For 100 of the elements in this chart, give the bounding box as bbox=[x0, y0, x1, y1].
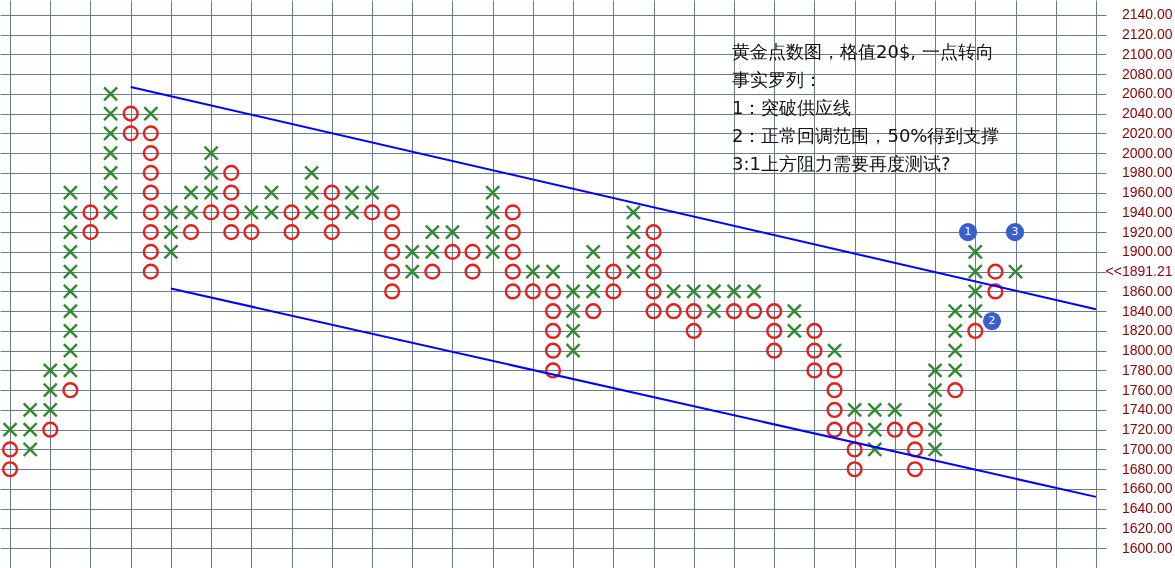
point bbox=[987, 263, 1004, 280]
point bbox=[504, 204, 521, 221]
point bbox=[62, 244, 79, 260]
point bbox=[203, 204, 220, 221]
point bbox=[826, 401, 843, 419]
point bbox=[947, 323, 963, 339]
point bbox=[102, 125, 119, 142]
point bbox=[746, 283, 762, 300]
point bbox=[504, 283, 521, 300]
point bbox=[344, 204, 360, 221]
point bbox=[263, 184, 280, 201]
point bbox=[625, 204, 642, 221]
y-tick-label: 1960.00 bbox=[1121, 184, 1173, 201]
point bbox=[846, 441, 863, 458]
point bbox=[947, 362, 963, 379]
point bbox=[645, 283, 662, 300]
point bbox=[867, 441, 883, 458]
point bbox=[283, 224, 300, 241]
point bbox=[62, 323, 79, 339]
point bbox=[726, 283, 742, 300]
y-tick-label: 2020.00 bbox=[1121, 124, 1173, 141]
point bbox=[524, 283, 541, 300]
point bbox=[544, 303, 562, 320]
point bbox=[384, 263, 401, 280]
y-tick-label: 1940.00 bbox=[1121, 203, 1173, 220]
point bbox=[906, 421, 924, 438]
point bbox=[223, 184, 240, 201]
point bbox=[706, 283, 722, 300]
point bbox=[967, 244, 984, 260]
point bbox=[384, 283, 401, 300]
point bbox=[645, 263, 662, 280]
point bbox=[384, 224, 401, 241]
point bbox=[344, 184, 360, 201]
y-tick-label: 1660.00 bbox=[1121, 480, 1173, 497]
point bbox=[544, 283, 562, 300]
point bbox=[686, 283, 702, 300]
y-tick-label: 1620.00 bbox=[1121, 519, 1173, 536]
y-tick-label: 2040.00 bbox=[1121, 105, 1173, 122]
point bbox=[404, 263, 420, 280]
point bbox=[182, 224, 200, 241]
point bbox=[826, 362, 843, 379]
y-tick-label: 1920.00 bbox=[1121, 223, 1173, 240]
point bbox=[585, 244, 601, 260]
point bbox=[62, 224, 79, 240]
point bbox=[2, 421, 18, 438]
y-tick-label: 1840.00 bbox=[1121, 302, 1173, 319]
point bbox=[102, 145, 119, 161]
point bbox=[163, 244, 179, 260]
point bbox=[102, 204, 119, 221]
point bbox=[62, 362, 79, 379]
point bbox=[243, 204, 260, 221]
point bbox=[464, 263, 481, 280]
point bbox=[806, 342, 823, 359]
y-tick-label: 2100.00 bbox=[1121, 45, 1173, 62]
point bbox=[967, 263, 984, 280]
y-tick-label: 1820.00 bbox=[1121, 322, 1173, 339]
point bbox=[947, 303, 963, 319]
point bbox=[706, 303, 722, 319]
point bbox=[766, 342, 783, 359]
point bbox=[545, 263, 561, 280]
point bbox=[927, 402, 943, 418]
y-tick-label: 2080.00 bbox=[1121, 65, 1173, 82]
point bbox=[685, 303, 702, 320]
point bbox=[464, 243, 481, 260]
point bbox=[947, 342, 963, 359]
point bbox=[102, 105, 119, 122]
point bbox=[142, 164, 159, 181]
point bbox=[947, 382, 964, 399]
point bbox=[142, 243, 159, 260]
point bbox=[766, 303, 783, 320]
point bbox=[525, 263, 541, 280]
point bbox=[424, 244, 441, 260]
point bbox=[203, 184, 219, 201]
point bbox=[867, 402, 883, 418]
point bbox=[223, 164, 240, 181]
point bbox=[62, 382, 79, 399]
y-tick-label: 1780.00 bbox=[1121, 361, 1173, 378]
point bbox=[163, 224, 179, 240]
point bbox=[303, 184, 320, 201]
y-tick-label: 2060.00 bbox=[1121, 85, 1173, 102]
point bbox=[404, 244, 420, 260]
point bbox=[484, 184, 501, 201]
point bbox=[82, 204, 99, 221]
point bbox=[967, 283, 984, 300]
point bbox=[826, 382, 843, 399]
point bbox=[585, 263, 601, 280]
point bbox=[746, 303, 763, 320]
point bbox=[42, 362, 58, 379]
point bbox=[223, 204, 240, 221]
point bbox=[846, 461, 863, 478]
point bbox=[142, 224, 159, 241]
point bbox=[906, 461, 924, 478]
point bbox=[42, 402, 58, 418]
point bbox=[504, 263, 521, 280]
point bbox=[42, 421, 59, 438]
y-tick-label: 1860.00 bbox=[1121, 282, 1173, 299]
point bbox=[605, 263, 622, 280]
point bbox=[183, 204, 199, 221]
point bbox=[143, 105, 159, 122]
point bbox=[142, 204, 159, 221]
